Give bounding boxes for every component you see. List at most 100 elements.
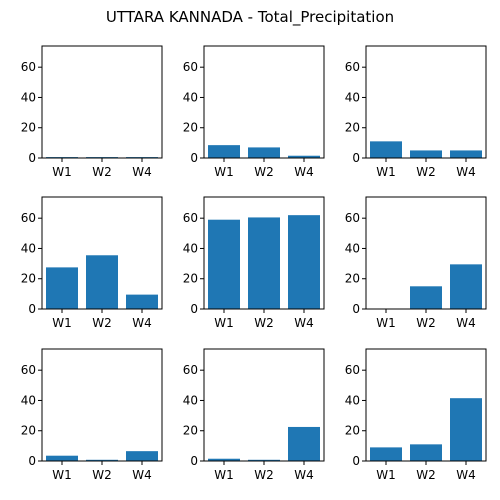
y-tick-label: 60 <box>21 60 36 74</box>
y-tick-label: 0 <box>190 151 198 165</box>
subplot-6: 0 20 40 60 W1 W2 W4 <box>345 196 487 330</box>
y-tick-label: 20 <box>183 121 198 135</box>
y-tick-label: 60 <box>21 211 36 225</box>
x-tick-label: W2 <box>416 316 436 330</box>
x-tick-label: W4 <box>132 468 152 482</box>
bar-w1 <box>370 141 402 158</box>
subplot-1: 0 20 40 60 W1 W2 W4 <box>21 45 163 179</box>
y-tick-label: 0 <box>352 454 360 468</box>
x-tick-label: W1 <box>52 165 72 179</box>
y-tick-label: 40 <box>183 241 198 255</box>
subplot-4: 0 20 40 60 W1 W2 W4 <box>21 196 163 330</box>
y-tick-label: 0 <box>28 454 36 468</box>
bar-w4 <box>450 398 482 461</box>
y-tick-label: 20 <box>21 424 36 438</box>
x-tick-label: W4 <box>456 468 476 482</box>
y-tick-label: 20 <box>183 424 198 438</box>
x-tick-label: W1 <box>214 165 234 179</box>
bar-w1 <box>208 458 240 461</box>
y-tick-label: 60 <box>345 60 360 74</box>
y-tick-label: 60 <box>183 363 198 377</box>
bar-w4 <box>450 264 482 309</box>
y-tick-label: 60 <box>345 211 360 225</box>
x-tick-label: W4 <box>294 468 314 482</box>
bar-w2 <box>248 147 280 158</box>
y-tick-label: 60 <box>345 363 360 377</box>
bar-w2 <box>86 459 118 461</box>
axes-frame <box>365 45 487 159</box>
subplot-3: 0 20 40 60 W1 W2 W4 <box>345 45 487 179</box>
y-tick-label: 40 <box>21 90 36 104</box>
bar-w4 <box>126 294 158 309</box>
x-tick-label: W1 <box>376 468 396 482</box>
x-tick-label: W1 <box>214 316 234 330</box>
x-tick-label: W1 <box>376 316 396 330</box>
y-tick-label: 40 <box>183 90 198 104</box>
bar-w1 <box>208 219 240 309</box>
x-tick-label: W4 <box>294 316 314 330</box>
x-tick-label: W2 <box>416 468 436 482</box>
bar-w4 <box>288 215 320 309</box>
y-tick-label: 60 <box>21 363 36 377</box>
x-tick-label: W4 <box>132 316 152 330</box>
x-tick-label: W4 <box>132 165 152 179</box>
y-tick-label: 0 <box>352 151 360 165</box>
bar-w1 <box>370 447 402 461</box>
subplot-8: 0 20 40 60 W1 W2 W4 <box>183 348 325 482</box>
axes-frame <box>203 45 325 159</box>
y-tick-label: 40 <box>21 393 36 407</box>
bar-w2 <box>248 459 280 461</box>
x-tick-label: W2 <box>92 165 112 179</box>
x-tick-label: W1 <box>52 468 72 482</box>
y-tick-label: 40 <box>345 241 360 255</box>
x-tick-label: W2 <box>254 165 274 179</box>
y-tick-label: 20 <box>345 424 360 438</box>
x-tick-label: W1 <box>376 165 396 179</box>
x-tick-label: W2 <box>92 468 112 482</box>
subplot-7: 0 20 40 60 W1 W2 W4 <box>21 348 163 482</box>
y-tick-label: 20 <box>21 272 36 286</box>
axes-frame <box>41 348 163 462</box>
bar-w2 <box>410 286 442 309</box>
bar-w1 <box>46 267 78 309</box>
x-tick-label: W4 <box>456 316 476 330</box>
y-tick-label: 40 <box>183 393 198 407</box>
bar-w2 <box>410 150 442 158</box>
chart-title: UTTARA KANNADA - Total_Precipitation <box>106 8 394 27</box>
x-tick-label: W4 <box>456 165 476 179</box>
bar-w4 <box>288 155 320 158</box>
y-tick-label: 0 <box>28 302 36 316</box>
x-tick-label: W2 <box>416 165 436 179</box>
bar-w4 <box>288 426 320 461</box>
y-tick-label: 40 <box>345 393 360 407</box>
bar-w1 <box>46 455 78 461</box>
y-tick-label: 20 <box>345 121 360 135</box>
subplot-5: 0 20 40 60 W1 W2 W4 <box>183 196 325 330</box>
axes-frame <box>41 45 163 159</box>
x-tick-label: W2 <box>254 316 274 330</box>
bar-w1 <box>208 145 240 158</box>
y-tick-label: 20 <box>21 121 36 135</box>
y-tick-label: 0 <box>352 302 360 316</box>
y-tick-label: 60 <box>183 60 198 74</box>
x-tick-label: W1 <box>52 316 72 330</box>
y-tick-label: 40 <box>21 241 36 255</box>
y-tick-label: 20 <box>345 272 360 286</box>
y-tick-label: 0 <box>190 454 198 468</box>
subplot-9: 0 20 40 60 W1 W2 W4 <box>345 348 487 482</box>
x-tick-label: W2 <box>254 468 274 482</box>
y-tick-label: 0 <box>190 302 198 316</box>
subplot-2: 0 20 40 60 W1 W2 W4 <box>183 45 325 179</box>
y-tick-label: 0 <box>28 151 36 165</box>
bar-w2 <box>410 444 442 461</box>
x-tick-label: W2 <box>92 316 112 330</box>
x-tick-label: W1 <box>214 468 234 482</box>
y-tick-label: 20 <box>183 272 198 286</box>
x-tick-label: W4 <box>294 165 314 179</box>
bar-w2 <box>86 255 118 309</box>
bar-w4 <box>126 451 158 461</box>
bar-w4 <box>450 150 482 158</box>
y-tick-label: 40 <box>345 90 360 104</box>
